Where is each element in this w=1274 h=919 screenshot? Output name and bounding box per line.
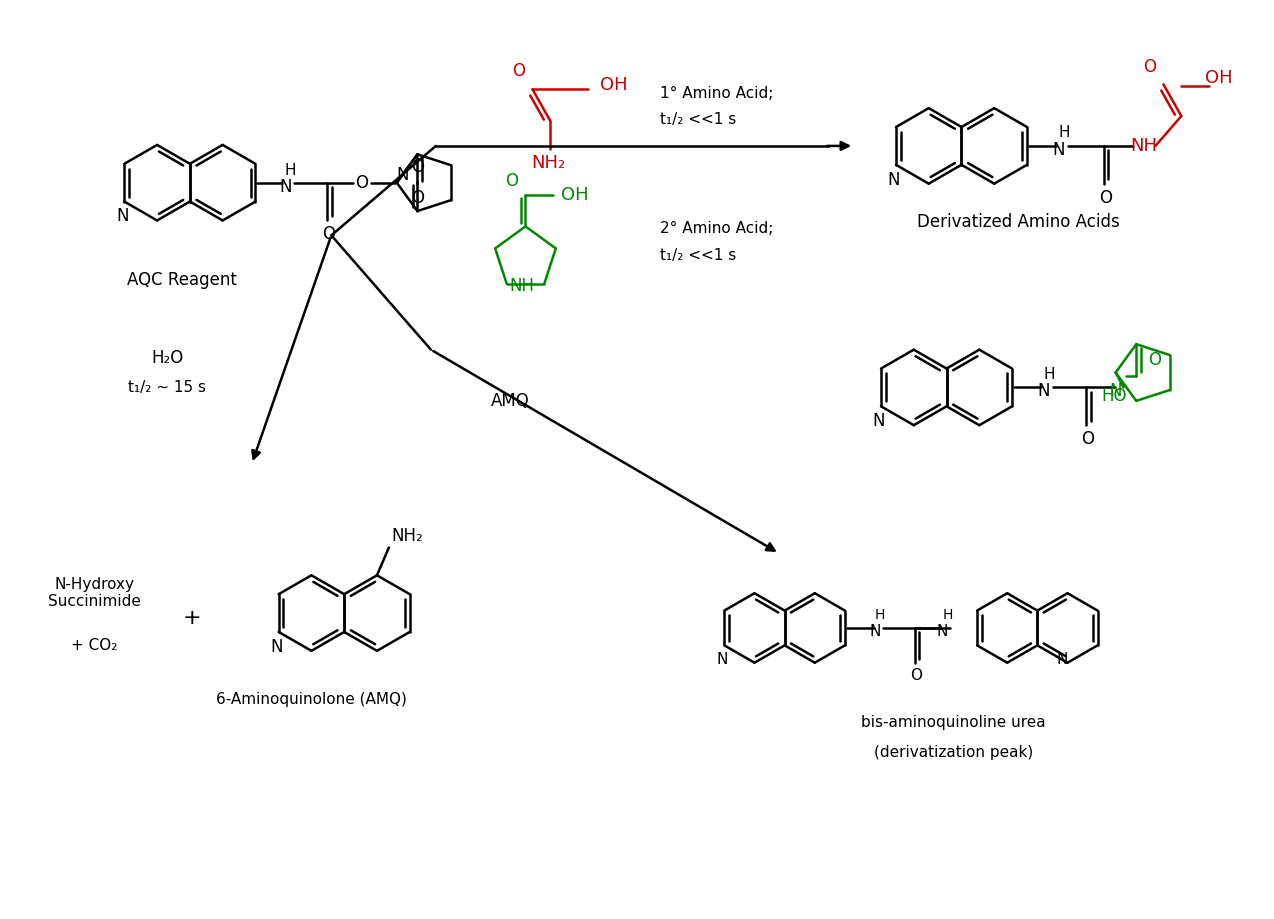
Text: bis-aminoquinoline urea: bis-aminoquinoline urea bbox=[861, 715, 1046, 730]
Text: NH₂: NH₂ bbox=[531, 153, 566, 172]
Text: O: O bbox=[412, 189, 424, 207]
Text: NH: NH bbox=[1130, 137, 1157, 155]
Text: (derivatization peak): (derivatization peak) bbox=[874, 744, 1033, 760]
Text: O: O bbox=[355, 174, 368, 192]
Text: H: H bbox=[284, 164, 296, 178]
Text: N: N bbox=[1038, 382, 1050, 401]
Text: OH: OH bbox=[562, 186, 589, 204]
Text: O: O bbox=[412, 158, 424, 176]
Text: H: H bbox=[1043, 367, 1055, 382]
Text: OH: OH bbox=[1205, 69, 1233, 87]
Text: N: N bbox=[869, 624, 880, 640]
Text: +: + bbox=[182, 608, 201, 628]
Text: H: H bbox=[874, 608, 885, 622]
Text: 2° Amino Acid;: 2° Amino Acid; bbox=[660, 221, 773, 236]
Text: HO: HO bbox=[1102, 387, 1127, 405]
Text: t₁/₂ ~ 15 s: t₁/₂ ~ 15 s bbox=[129, 380, 206, 395]
Text: N: N bbox=[396, 165, 409, 184]
Text: NH: NH bbox=[510, 277, 535, 295]
Text: H: H bbox=[943, 608, 953, 622]
Text: NH₂: NH₂ bbox=[391, 527, 423, 545]
Text: Derivatized Amino Acids: Derivatized Amino Acids bbox=[917, 213, 1120, 232]
Text: N: N bbox=[270, 638, 283, 656]
Text: N: N bbox=[1110, 382, 1122, 401]
Text: N: N bbox=[1056, 652, 1068, 667]
Text: O: O bbox=[322, 225, 335, 244]
Text: H: H bbox=[1059, 126, 1070, 141]
Text: O: O bbox=[1082, 430, 1094, 448]
Text: O: O bbox=[1148, 351, 1161, 369]
Text: N: N bbox=[116, 208, 129, 225]
Text: O: O bbox=[911, 668, 922, 683]
Text: + CO₂: + CO₂ bbox=[71, 639, 117, 653]
Text: N: N bbox=[888, 171, 901, 188]
Text: O: O bbox=[1143, 59, 1156, 76]
Text: AQC Reagent: AQC Reagent bbox=[127, 271, 237, 289]
Text: O: O bbox=[1099, 188, 1112, 207]
Text: N-Hydroxy
Succinimide: N-Hydroxy Succinimide bbox=[48, 577, 141, 609]
Text: t₁/₂ <<1 s: t₁/₂ <<1 s bbox=[660, 111, 736, 127]
Text: N: N bbox=[936, 624, 948, 640]
Text: t₁/₂ <<1 s: t₁/₂ <<1 s bbox=[660, 248, 736, 263]
Text: 1° Amino Acid;: 1° Amino Acid; bbox=[660, 85, 773, 101]
Text: O: O bbox=[505, 172, 519, 189]
Text: N: N bbox=[717, 652, 727, 667]
Text: N: N bbox=[279, 177, 292, 196]
Text: N: N bbox=[1052, 141, 1065, 159]
Text: N: N bbox=[873, 413, 885, 430]
Text: H₂O: H₂O bbox=[150, 348, 183, 367]
Text: AMQ: AMQ bbox=[492, 392, 530, 411]
Text: 6-Aminoquinolone (AMQ): 6-Aminoquinolone (AMQ) bbox=[217, 692, 406, 707]
Text: OH: OH bbox=[600, 76, 628, 95]
Text: O: O bbox=[512, 62, 525, 80]
